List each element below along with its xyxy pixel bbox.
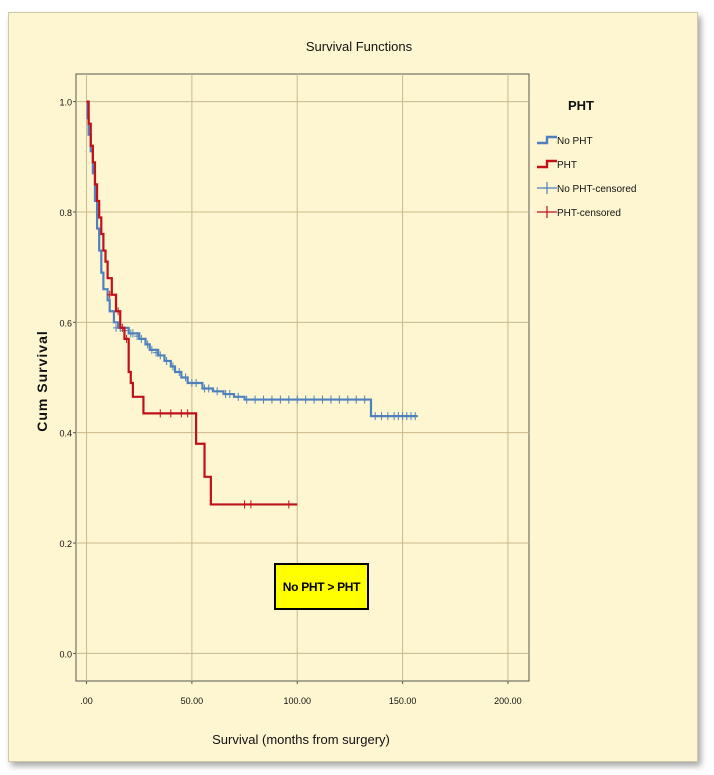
y-tick-label: 0.8 [59,208,72,218]
legend-swatch [537,206,557,218]
censor-mark [157,409,164,418]
censor-mark [119,323,126,332]
censor-mark [205,384,212,393]
censor-mark [182,373,189,382]
censor-mark [123,334,130,343]
censor-mark [302,395,309,404]
censor-mark [106,290,113,299]
censor-mark [167,409,174,418]
x-tick-label: .00 [80,696,93,706]
legend-swatch [537,135,557,145]
x-tick-label: 100.00 [283,696,311,706]
legend-swatch [537,159,557,169]
censor-mark [138,334,145,343]
chart-frame: Survival Functions 0.0 0.2 0.4 0.6 0.8 1.0 .00… [8,12,698,762]
censor-mark [148,345,155,354]
censor-mark [353,395,360,404]
censor-mark [169,362,176,371]
censor-mark [285,395,292,404]
plot-area: 0.0 0.2 0.4 0.6 0.8 1.0 .00 50.00 100.00 150.00 20… [59,73,530,706]
legend-swatch [537,182,557,194]
censor-mark [285,500,292,509]
censor-mark [372,412,379,421]
legend: PHT No PHT PHT No PHT-censored PHT-censored [537,98,636,219]
censor-mark [277,395,284,404]
censor-mark [241,500,248,509]
censor-mark [235,392,242,401]
y-tick-label: 0.4 [59,429,72,439]
legend-label: No PHT [557,136,593,147]
censor-mark [157,351,164,360]
comparison-annotation: No PHT > PHT [274,563,369,610]
censor-mark [176,367,183,376]
censor-mark [134,332,141,341]
censor-mark [144,340,151,349]
censor-mark [252,395,259,404]
censor-mark [319,395,326,404]
y-tick-label: 0.6 [59,318,72,328]
x-tick-label: 150.00 [389,696,417,706]
chart-title: Survival Functions [306,39,413,54]
y-tick-label: 1.0 [59,98,72,108]
censor-mark [153,348,160,357]
legend-title: PHT [568,98,594,113]
survival-chart: Survival Functions 0.0 0.2 0.4 0.6 0.8 1.0 .00… [34,39,636,747]
y-tick-label: 0.0 [59,649,72,659]
legend-label: PHT-censored [557,208,621,219]
censor-mark [327,395,334,404]
censor-mark [311,395,318,404]
censor-mark [336,395,343,404]
censor-mark [226,390,233,399]
x-axis-label: Survival (months from surgery) [212,732,390,747]
censor-mark [129,329,136,338]
censor-mark [268,395,275,404]
censor-mark [193,379,200,388]
censor-mark [178,409,185,418]
x-tick-label: 50.00 [181,696,204,706]
censor-mark [384,412,391,421]
censor-mark [344,395,351,404]
censor-mark [115,307,122,316]
censor-mark [260,395,267,404]
legend-label: No PHT-censored [557,184,636,195]
censor-mark [294,395,301,404]
series-line-pht [86,100,298,506]
y-axis-label: Cum Survival [34,330,50,431]
y-tick-label: 0.2 [59,539,72,549]
censor-mark [163,356,170,365]
legend-label: PHT [557,160,577,171]
x-tick-label: 200.00 [494,696,522,706]
censor-mark [184,409,191,418]
censor-mark [247,500,254,509]
censor-mark [378,412,385,421]
censor-mark [412,412,419,421]
censor-mark [243,395,250,404]
censor-mark [361,395,368,404]
censor-mark [214,387,221,396]
